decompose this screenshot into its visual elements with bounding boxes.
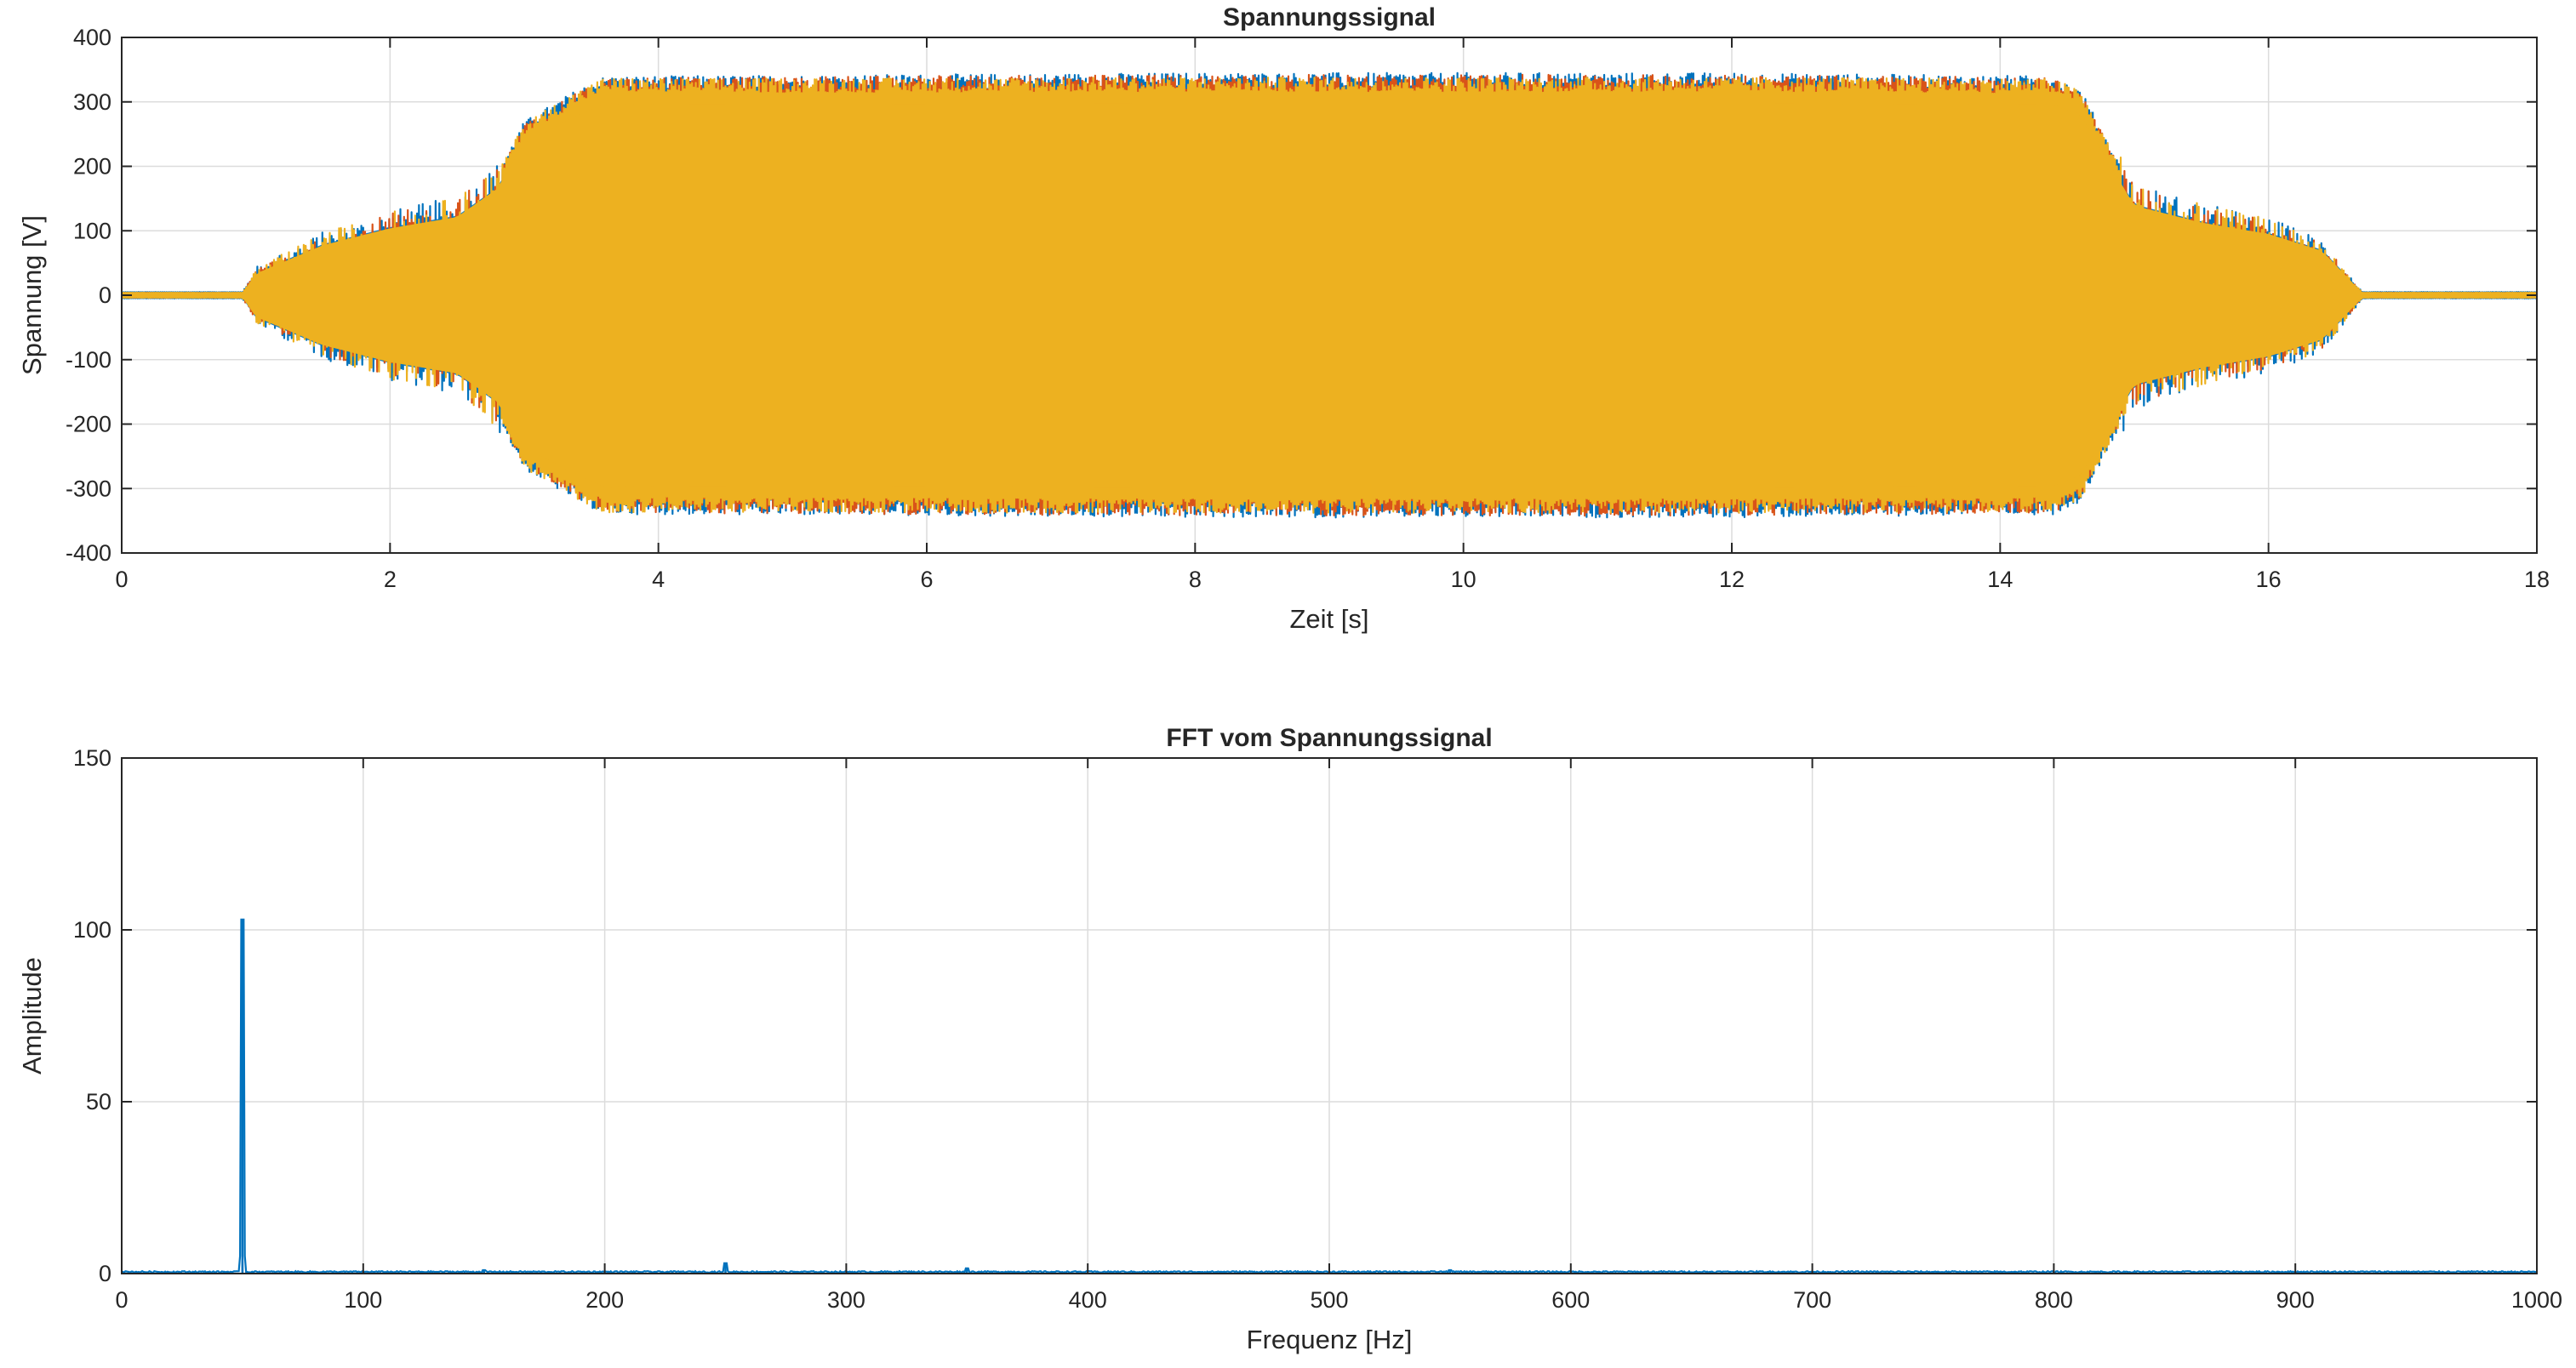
fft-y-tick-label-0: 150	[73, 745, 111, 771]
voltage-y-tick-label-1: 300	[73, 89, 111, 115]
fft-x-tick-label-5: 500	[1310, 1287, 1348, 1313]
fft-y-tick-label-1: 100	[73, 917, 111, 943]
fft-x-tick-label-8: 800	[2035, 1287, 2073, 1313]
fft-x-tick-label-10: 1000	[2511, 1287, 2562, 1313]
voltage-chart-title: Spannungssignal	[1223, 3, 1436, 31]
voltage-x-axis-label: Zeit [s]	[1289, 604, 1368, 634]
fft-ticks: 0 100 200 300 400 500 600 700 800 900 100015010050…	[73, 745, 2562, 1313]
fft-x-tick-label-7: 700	[1793, 1287, 1831, 1313]
fft-x-tick-label-4: 400	[1069, 1287, 1107, 1313]
voltage-y-tick-label-0: 400	[73, 25, 111, 50]
voltage-x-tick-label-9: 18	[2524, 567, 2550, 592]
voltage-y-tick-label-4: 0	[99, 282, 111, 308]
voltage-y-tick-label-2: 200	[73, 154, 111, 180]
voltage-y-tick-label-3: 100	[73, 218, 111, 243]
voltage-x-tick-label-7: 14	[1987, 567, 2013, 592]
fft-chart-title: FFT vom Spannungssignal	[1166, 724, 1492, 752]
voltage-y-tick-label-8: -400	[66, 540, 111, 566]
voltage-x-tick-label-4: 8	[1189, 567, 1202, 592]
voltage-x-tick-label-5: 10	[1451, 567, 1476, 592]
voltage-x-tick-label-3: 6	[920, 567, 933, 592]
voltage-x-tick-label-6: 12	[1719, 567, 1745, 592]
voltage-y-tick-label-6: -200	[66, 412, 111, 437]
voltage-x-tick-label-8: 16	[2256, 567, 2282, 592]
voltage-x-tick-label-0: 0	[115, 567, 128, 592]
fft-x-tick-label-3: 300	[827, 1287, 865, 1313]
fft-x-tick-label-0: 0	[115, 1287, 128, 1313]
voltage-y-axis-label: Spannung [V]	[17, 215, 47, 375]
fft-x-tick-label-1: 100	[344, 1287, 382, 1313]
voltage-series-3-envelope	[122, 103, 2537, 487]
fft-x-axis-label: Frequenz [Hz]	[1247, 1325, 1413, 1354]
voltage-y-tick-label-7: -300	[66, 476, 111, 501]
voltage-y-tick-label-5: -100	[66, 347, 111, 373]
fft-x-tick-label-2: 200	[585, 1287, 624, 1313]
fft-x-tick-label-9: 900	[2276, 1287, 2315, 1313]
fft-y-axis-label: Amplitude	[17, 957, 47, 1074]
fft-y-tick-label-3: 0	[99, 1261, 111, 1286]
voltage-x-tick-label-2: 4	[652, 567, 665, 592]
fft-x-tick-label-6: 600	[1551, 1287, 1590, 1313]
voltage-chart: 0 2 4 6 8 10 12 14 16 18 400 300 200 100 0 -100 -200 -300…	[17, 3, 2550, 634]
voltage-series-group	[122, 71, 2537, 519]
voltage-ticks: 0 2 4 6 8 10 12 14 16 18 400 300 200 100 0 -100 -200 -300…	[66, 25, 2550, 592]
fft-chart: 0 100 200 300 400 500 600 700 800 900 100015010050…	[17, 724, 2562, 1354]
fft-y-tick-label-2: 50	[86, 1089, 111, 1114]
voltage-x-tick-label-1: 2	[384, 567, 397, 592]
